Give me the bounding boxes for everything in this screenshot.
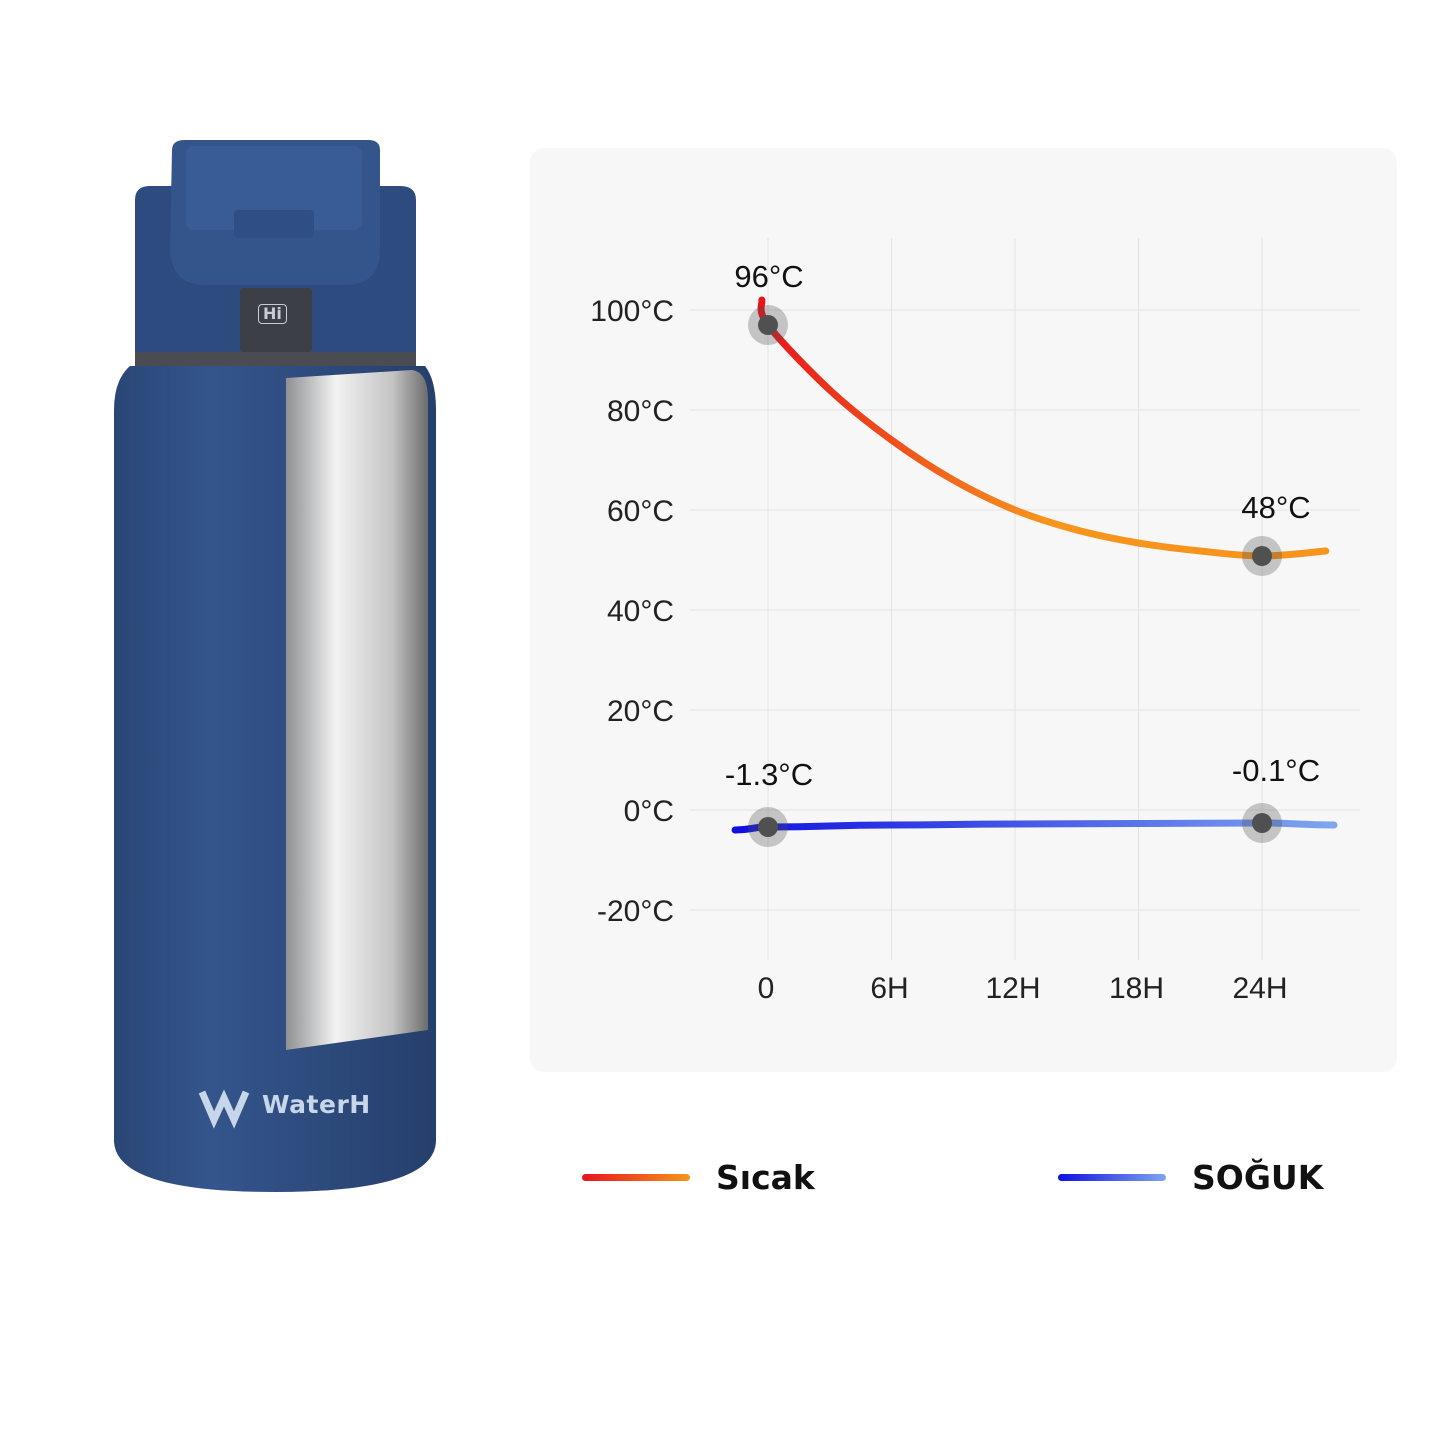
legend-label-hot: Sıcak: [716, 1158, 815, 1197]
water-bottle-image: [114, 140, 436, 1192]
y-tick-label: 0°C: [624, 795, 674, 828]
y-tick-label: -20°C: [597, 895, 674, 928]
data-point: [1252, 813, 1272, 833]
data-point: [758, 315, 778, 335]
data-point: [758, 817, 778, 837]
data-label: -1.3°C: [725, 757, 813, 792]
brand-logo-text: WaterH: [262, 1090, 371, 1119]
legend-label-cold: SOĞUK: [1192, 1158, 1324, 1197]
temperature-chart: -20°C 0°C 20°C 40°C 60°C 80°C 100°C 0 6H 12H 18H 24…: [590, 238, 1360, 1005]
y-tick-label: 100°C: [590, 295, 674, 328]
data-label: -0.1°C: [1232, 753, 1320, 788]
lid-hi-badge: Hi: [258, 304, 287, 324]
data-label: 48°C: [1241, 490, 1310, 525]
data-point: [1252, 546, 1272, 566]
x-tick-label: 24H: [1232, 972, 1287, 1005]
chart-panel: -20°C 0°C 20°C 40°C 60°C 80°C 100°C 0 6H 12H 18H 24…: [530, 148, 1397, 1072]
x-tick-label: 6H: [870, 972, 908, 1005]
legend-swatch-hot: [582, 1174, 690, 1181]
legend-item-cold: SOĞUK: [1058, 1158, 1323, 1197]
data-label: 96°C: [734, 259, 803, 294]
series-line-cold: [731, 819, 1338, 834]
series-line-hot: [757, 296, 1330, 560]
x-tick-label: 0: [758, 972, 775, 1005]
x-tick-label: 18H: [1109, 972, 1164, 1005]
legend-swatch-cold: [1058, 1174, 1166, 1181]
y-tick-label: 60°C: [607, 495, 674, 528]
legend-item-hot: Sıcak: [582, 1158, 815, 1197]
y-tick-label: 80°C: [607, 395, 674, 428]
y-tick-label: 40°C: [607, 595, 674, 628]
y-tick-label: 20°C: [607, 695, 674, 728]
x-tick-label: 12H: [985, 972, 1040, 1005]
